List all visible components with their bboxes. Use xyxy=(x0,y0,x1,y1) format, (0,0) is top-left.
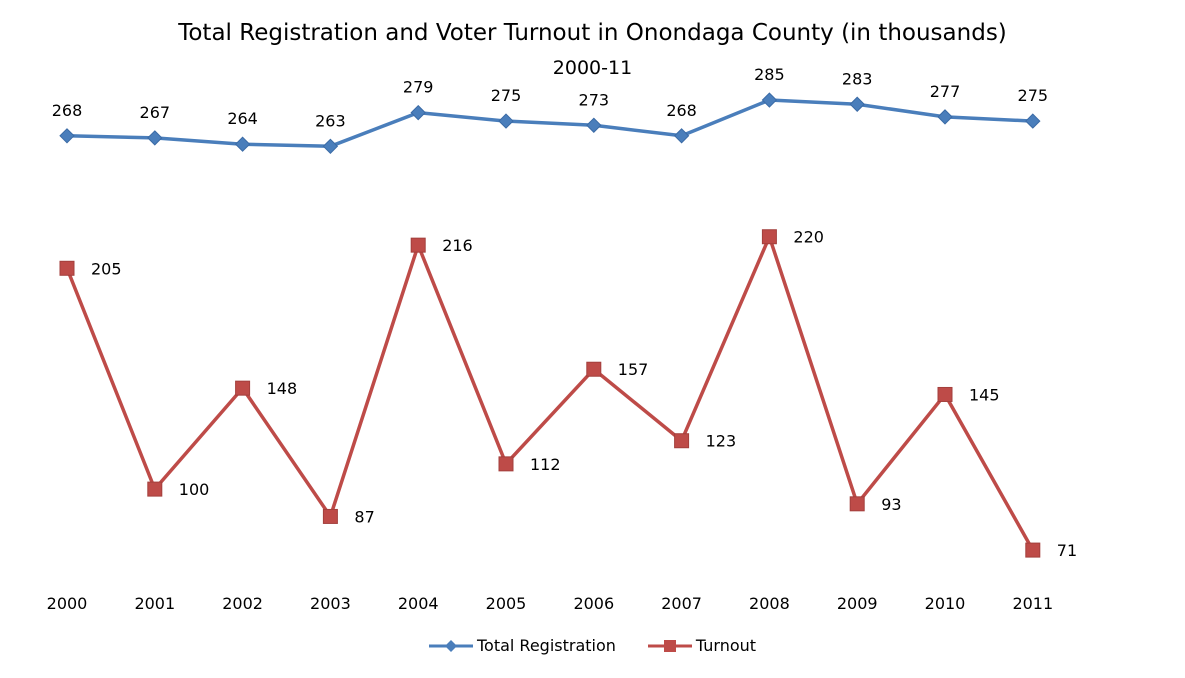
data-point xyxy=(937,386,953,402)
data-point xyxy=(849,96,865,112)
data-point xyxy=(673,128,690,144)
data-point xyxy=(147,130,163,146)
data-point xyxy=(586,361,602,377)
data-point xyxy=(586,117,602,133)
data-label: 157 xyxy=(618,360,649,379)
chart-subtitle: 2000-11 xyxy=(552,57,633,79)
legend-label: Total Registration xyxy=(476,636,616,655)
data-label: 205 xyxy=(91,259,122,278)
data-point xyxy=(1025,542,1041,558)
data-label: 263 xyxy=(315,111,346,130)
data-point xyxy=(498,456,514,472)
data-label: 268 xyxy=(666,101,697,120)
data-point xyxy=(761,229,777,245)
data-label: 71 xyxy=(1057,541,1077,560)
data-label: 275 xyxy=(1018,86,1049,105)
x-tick-label: 2009 xyxy=(837,594,878,613)
x-tick-label: 2010 xyxy=(925,594,966,613)
data-point xyxy=(761,92,778,108)
data-point xyxy=(59,128,75,144)
data-label: 87 xyxy=(354,507,374,526)
data-point xyxy=(147,481,163,497)
data-label: 264 xyxy=(227,109,258,128)
data-label: 93 xyxy=(881,495,901,514)
square-marker-icon xyxy=(647,639,692,652)
x-tick-label: 2008 xyxy=(749,594,790,613)
data-point xyxy=(1025,113,1041,129)
data-point xyxy=(498,113,514,129)
data-point xyxy=(410,237,426,253)
data-label: 145 xyxy=(969,385,1000,404)
data-label: 279 xyxy=(403,78,434,97)
series-line xyxy=(65,234,1035,551)
data-point xyxy=(322,138,339,155)
data-label: 100 xyxy=(179,480,210,499)
data-label: 220 xyxy=(793,228,824,247)
data-point xyxy=(322,508,338,524)
data-point xyxy=(234,136,251,152)
data-point xyxy=(849,496,865,512)
x-tick-label: 2001 xyxy=(134,594,175,613)
data-label: 273 xyxy=(579,90,610,109)
data-label: 148 xyxy=(267,379,298,398)
series-line xyxy=(66,98,1033,149)
data-label: 285 xyxy=(754,65,785,84)
x-tick-label: 2003 xyxy=(310,594,351,613)
data-label: 268 xyxy=(52,101,83,120)
data-label: 216 xyxy=(442,236,473,255)
x-tick-label: 2005 xyxy=(486,594,527,613)
x-tick-label: 2007 xyxy=(661,594,702,613)
data-point xyxy=(59,260,75,276)
data-label: 123 xyxy=(706,432,737,451)
data-point xyxy=(674,433,690,449)
legend-label: Turnout xyxy=(695,636,757,655)
legend-item: Turnout xyxy=(647,636,757,655)
legend: Total Registration Turnout xyxy=(0,636,1185,655)
x-tick-label: 2002 xyxy=(222,594,263,613)
data-label: 275 xyxy=(491,86,522,105)
diamond-marker-icon xyxy=(428,639,473,652)
x-tick-label: 2000 xyxy=(47,594,88,613)
data-point xyxy=(235,380,251,396)
data-label: 283 xyxy=(842,69,873,88)
data-label: 267 xyxy=(140,103,171,122)
data-label: 277 xyxy=(930,82,961,101)
data-point xyxy=(410,104,426,121)
x-tick-label: 2006 xyxy=(573,594,614,613)
data-point xyxy=(937,109,953,125)
x-tick-label: 2004 xyxy=(398,594,439,613)
legend-item: Total Registration xyxy=(428,636,616,655)
chart-title: Total Registration and Voter Turnout in … xyxy=(178,20,1007,46)
data-label: 112 xyxy=(530,455,561,474)
x-tick-label: 2011 xyxy=(1012,594,1053,613)
